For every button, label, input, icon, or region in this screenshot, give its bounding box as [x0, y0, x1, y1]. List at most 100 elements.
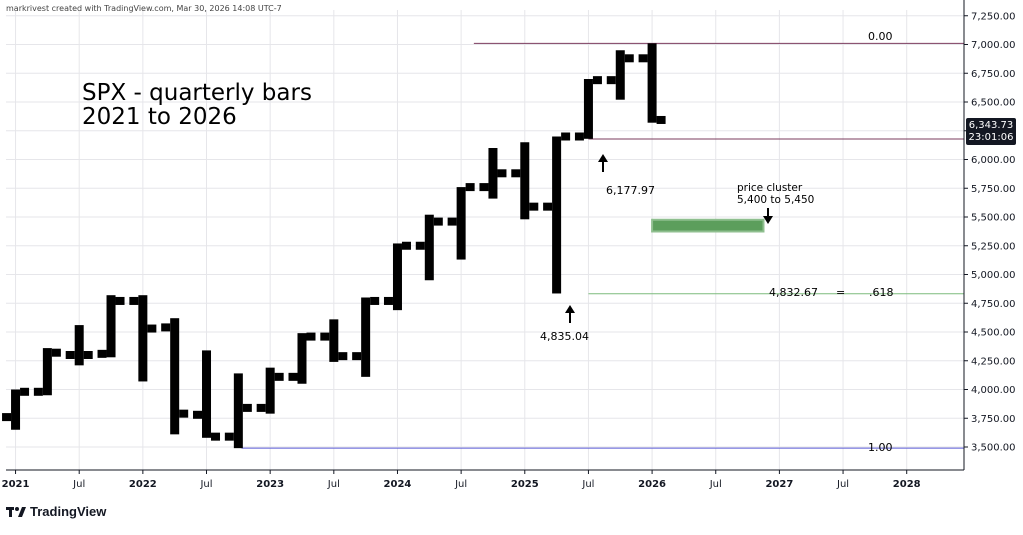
- bar-range: [297, 333, 307, 384]
- bar-range: [42, 348, 52, 396]
- bar-range: [456, 187, 466, 260]
- grid: [6, 10, 964, 470]
- last-price-value: 6,343.73: [968, 120, 1014, 131]
- ohlc-bar: [543, 132, 571, 294]
- bar-open-tick: [224, 432, 234, 441]
- x-tick-label: 2025: [511, 479, 539, 490]
- bar-range: [615, 50, 625, 100]
- swing-low-label: 4,835.04: [540, 330, 589, 343]
- y-tick-label: 7,250.00: [971, 11, 1016, 22]
- bar-open-tick: [352, 352, 362, 361]
- cluster-label-line2: 5,400 to 5,450: [737, 194, 814, 206]
- fib-top-label: 0.00: [868, 30, 893, 43]
- swing-high-label: 6,177.97: [606, 184, 655, 197]
- bar-close-tick: [242, 403, 252, 412]
- ohlc-bar: [129, 295, 157, 382]
- price-cluster-zone: [651, 218, 765, 233]
- bar-open-tick: [415, 241, 425, 250]
- bar-range: [520, 142, 530, 220]
- y-tick-label: 5,000.00: [971, 270, 1016, 281]
- y-tick-label: 3,750.00: [971, 414, 1016, 425]
- bar-open-tick: [447, 217, 457, 226]
- y-tick-label: 4,500.00: [971, 328, 1016, 339]
- bar-open-tick: [320, 332, 330, 341]
- bar-close-tick: [592, 76, 602, 85]
- bar-close-tick: [529, 202, 539, 211]
- ohlc-bar: [352, 296, 380, 377]
- x-tick-label: Jul: [836, 479, 849, 490]
- bar-range: [647, 43, 657, 123]
- chart-title-line2: 2021 to 2026: [82, 104, 237, 130]
- ohlc-bar: [2, 387, 30, 430]
- bar-open-tick: [193, 410, 203, 419]
- cluster-label-line1: price cluster: [737, 182, 803, 194]
- y-tick-label: 6,000.00: [971, 155, 1016, 166]
- x-tick-label: 2023: [256, 479, 284, 490]
- bar-close-tick: [274, 372, 284, 381]
- x-tick-label: 2021: [2, 479, 30, 490]
- bar-range: [202, 350, 212, 438]
- bar-range: [552, 136, 562, 294]
- y-tick-label: 5,500.00: [971, 213, 1016, 224]
- chart-title-line1: SPX - quarterly bars: [82, 80, 312, 106]
- ohlc-bar: [638, 43, 666, 124]
- bar-close-tick: [83, 351, 93, 359]
- bar-close-tick: [401, 241, 411, 250]
- y-tick-label: 6,500.00: [971, 98, 1016, 109]
- bar-open-tick: [574, 132, 584, 141]
- bar-close-tick: [115, 296, 125, 305]
- bar-open-tick: [2, 413, 12, 422]
- bar-close-tick: [338, 352, 348, 361]
- ohlc-bar: [415, 214, 443, 281]
- x-tick-label: Jul: [327, 479, 340, 490]
- tradingview-logo-icon: [6, 506, 26, 517]
- x-tick-label: Jul: [454, 479, 467, 490]
- y-tick-label: 4,750.00: [971, 299, 1016, 310]
- ohlc-bar: [97, 295, 125, 358]
- bar-close-tick: [179, 409, 189, 418]
- y-tick-label: 5,250.00: [971, 241, 1016, 252]
- bar-close-tick: [433, 217, 443, 226]
- ohlc-bar: [511, 142, 539, 220]
- x-tick-label: Jul: [199, 479, 212, 490]
- arrow-up-high-icon: [598, 154, 608, 172]
- fib-bottom-label: 1.00: [868, 441, 893, 454]
- y-tick-label: 5,750.00: [971, 184, 1016, 195]
- bar-open-tick: [65, 351, 75, 359]
- x-tick-label: 2028: [893, 479, 921, 490]
- bar-close-tick: [20, 387, 30, 396]
- bar-range: [488, 148, 498, 199]
- bar-range: [170, 318, 180, 435]
- bar-open-tick: [606, 76, 616, 85]
- arrow-up-low-icon: [565, 305, 575, 323]
- x-tick-label: 2024: [384, 479, 412, 490]
- bar-open-tick: [479, 183, 489, 192]
- ohlc-bar: [193, 350, 221, 441]
- bar-open-tick: [511, 169, 521, 178]
- bar-range: [233, 373, 243, 449]
- tradingview-brand[interactable]: TradingView: [6, 504, 106, 519]
- bar-open-tick: [129, 296, 139, 305]
- bar-close-tick: [211, 432, 221, 441]
- y-tick-label: 6,750.00: [971, 69, 1016, 80]
- bar-range: [424, 214, 434, 281]
- bar-range: [106, 295, 116, 358]
- arrow-down-cluster-icon: [763, 208, 773, 224]
- x-tick-label: 2027: [765, 479, 793, 490]
- y-tick-label: 4,250.00: [971, 356, 1016, 367]
- x-tick-label: Jul: [581, 479, 594, 490]
- fib-618-value-label: 4,832.67: [769, 286, 818, 299]
- chart-title: SPX - quarterly bars 2021 to 2026: [82, 81, 312, 129]
- bar-close-tick: [497, 169, 507, 178]
- annotations: 0.00 1.00 6,177.97 4,835.04 price cluste…: [540, 30, 894, 454]
- bar-close-tick: [370, 296, 380, 305]
- bar-open-tick: [638, 54, 648, 63]
- y-tick-label: 7,000.00: [971, 40, 1016, 51]
- bar-open-tick: [97, 349, 107, 358]
- fib-levels: [241, 42, 964, 449]
- ohlc-bar: [447, 183, 475, 260]
- ohlc-bar: [224, 373, 252, 449]
- bar-open-tick: [33, 387, 43, 396]
